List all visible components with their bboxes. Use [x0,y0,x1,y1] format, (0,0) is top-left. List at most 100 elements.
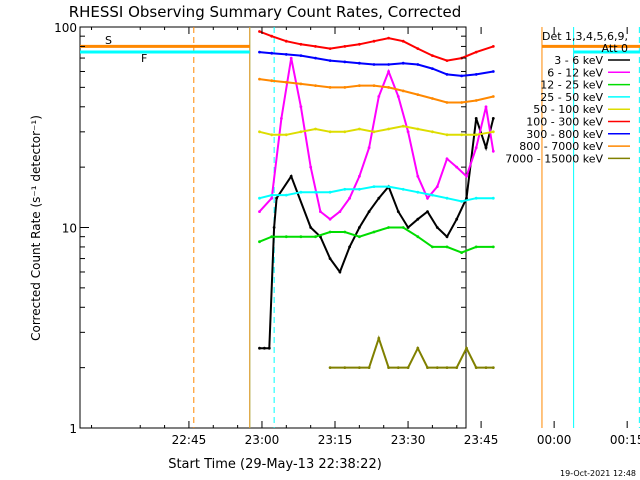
series-point [343,187,347,191]
series-point [491,70,495,73]
series-point [465,196,468,200]
series-point [474,99,478,102]
series-point [358,174,361,178]
series-point [491,149,495,153]
series-point [435,185,439,189]
series-point [270,51,274,55]
series-point [387,86,390,89]
series-point [445,73,449,76]
legend-entry-label: 3 - 6 keV [554,54,603,67]
series-point [372,39,376,43]
series-point [299,235,303,239]
series-point [299,82,303,86]
series-point [455,366,459,369]
series-point [258,130,261,134]
series-point [460,133,463,137]
saa-annotation: S [105,34,112,47]
series-point [416,47,420,50]
x-tick-label: 23:15 [318,433,353,447]
series-point [309,165,313,169]
series-point [348,245,351,249]
series-point [270,34,274,38]
series-point [314,56,317,60]
legend-entry-label: 100 - 300 keV [526,116,603,129]
x-tick-label: 00:00 [537,433,572,447]
series-point [314,235,317,239]
legend-entry-label: 6 - 12 keV [547,66,603,79]
series-point [377,95,381,98]
series-point [396,210,400,214]
series-point [445,245,449,249]
series-point [348,196,351,200]
legend-header-line-1: Det 1,3,4,5,6,9, [542,30,628,43]
series-point [299,130,303,134]
series-point [343,45,347,48]
series-point [426,196,429,200]
series-point [358,366,361,369]
series-point [328,230,332,234]
series-point [270,133,274,137]
series-point [474,146,478,150]
series-point [387,366,390,369]
series-point [435,226,439,229]
series-point [358,235,361,239]
series-point [431,54,434,57]
series-point [343,230,347,234]
series-point [328,366,332,369]
series-point [328,217,332,221]
series-point [372,130,376,134]
series-point [416,174,420,178]
series-point [401,61,405,65]
series-point [284,39,288,43]
series-point [299,190,303,194]
series-point [367,366,371,369]
series-point [377,336,381,340]
x-axis-label: Start Time (29-May-13 22:38:22) [168,457,382,472]
series-point [328,130,332,134]
series-point [284,133,288,137]
series-point [460,251,463,255]
series-point [338,210,342,214]
series-point [319,210,322,214]
series-point [299,54,303,57]
series-point [445,196,449,200]
chart-title: RHESSI Observing Summary Count Rates, Co… [69,3,462,21]
series-point [474,50,478,54]
series-point [263,346,266,350]
series-point [314,84,317,87]
y-tick-label: 1 [69,422,77,436]
series-point [387,127,390,131]
series-point [372,230,376,234]
series-point [484,105,488,109]
series-point [328,86,332,89]
series-point [258,346,261,350]
series-point [314,127,317,131]
series-point [289,174,293,178]
series-point [435,366,439,369]
series-point [270,196,274,200]
series-point [258,196,261,200]
series-point [416,346,420,350]
series-point [358,127,361,131]
series-point [367,210,371,214]
series-point [258,30,261,33]
series-point [445,366,449,369]
series-point [416,217,420,221]
x-tick-label: 23:30 [391,433,426,447]
x-tick-label: 23:00 [245,433,280,447]
series-point [270,235,274,239]
axes: 22:45 23:00 23:15 23:30 23:45 00:00 00:15 1 10 10… [54,21,640,447]
series-point [460,101,463,104]
series-point [431,67,434,70]
series-point [491,245,495,249]
series-point [289,56,293,60]
series-point [416,235,420,239]
flare-annotation: F [141,52,147,65]
series-point [445,101,449,104]
series-point [258,77,261,81]
series-point [270,193,274,197]
series-point [328,190,332,194]
x-tick-label: 23:45 [464,433,499,447]
